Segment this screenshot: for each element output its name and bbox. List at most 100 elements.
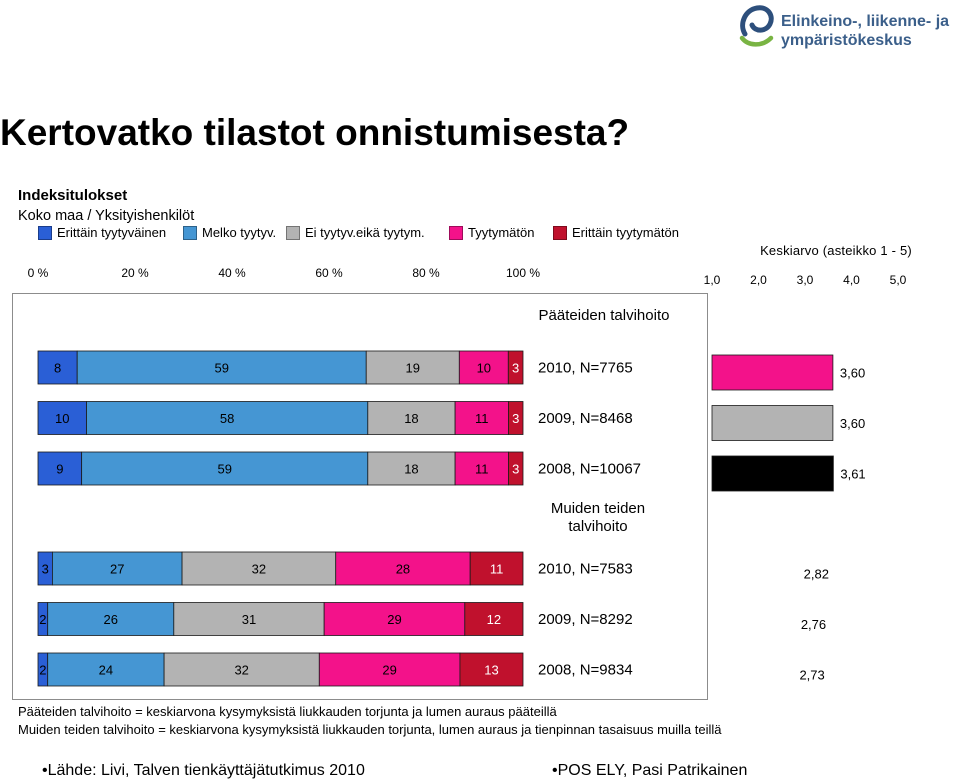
bar-segment-label: 8 xyxy=(54,361,61,376)
bar-segment-label: 2 xyxy=(39,663,46,678)
mean-tick-label: 2,0 xyxy=(750,273,767,287)
row-label: 2010, N=7765 xyxy=(538,360,633,377)
chart-title: Indeksitulokset xyxy=(18,187,128,204)
bar-segment xyxy=(464,602,524,636)
logo-line-1: Elinkeino-, liikenne- ja xyxy=(781,13,950,30)
bar-segment xyxy=(47,602,175,636)
bar-segment xyxy=(469,551,524,586)
chart-subtitle: Koko maa / Yksityishenkilöt xyxy=(18,208,195,224)
bar-segment-label: 3 xyxy=(512,411,519,426)
row-label: 2008, N=10067 xyxy=(538,461,641,478)
bar-segment-label: 59 xyxy=(217,462,231,477)
legend-item-ei-tyytyvainen-eika-tyytymaton: Ei tyytyv.eikä tyytym. xyxy=(286,226,425,240)
bar-segment-label: 32 xyxy=(252,562,266,577)
mean-bar xyxy=(711,354,834,391)
group-title-paateiden-talvihoito: Pääteiden talvihoito xyxy=(538,307,670,324)
bar-segment xyxy=(81,451,369,486)
mean-tick-label: 4,0 xyxy=(843,273,860,287)
x-tick-label: 0 % xyxy=(28,266,49,280)
mean-value-label: 3,60 xyxy=(840,366,865,381)
legend-item-tyytymaton: Tyytymätön xyxy=(449,226,534,240)
bar-segment-label: 18 xyxy=(404,462,418,477)
bar-segment xyxy=(367,401,456,435)
bar-segment xyxy=(367,451,456,486)
legend-item-erittain-tyytymaton: Erittäin tyytymätön xyxy=(553,226,679,240)
ely-centre-logo-icon xyxy=(739,5,774,47)
bar-segment xyxy=(323,602,466,636)
legend-label: Erittäin tyytymätön xyxy=(572,225,679,240)
bar-segment-label: 32 xyxy=(234,663,248,678)
bar-segment-label: 3 xyxy=(512,462,519,477)
logo-line-2: ympäristökeskus xyxy=(781,32,912,49)
mean-tick-label: 5,0 xyxy=(890,273,907,287)
bar-segment xyxy=(454,401,509,435)
bar-segment-label: 27 xyxy=(110,562,124,577)
bar-segment-label: 24 xyxy=(99,663,113,678)
footnote-paateiden: Pääteiden talvihoito = keskiarvona kysym… xyxy=(18,704,557,719)
bar-segment xyxy=(507,350,524,385)
group-title-muiden-teiden-talvihoito: Muiden teiden talvihoito xyxy=(550,500,646,535)
row-label: 2009, N=8468 xyxy=(538,410,633,427)
bar-segment xyxy=(458,350,509,385)
bar-segment-label: 18 xyxy=(404,411,418,426)
bar-segment xyxy=(76,350,367,385)
bar-segment-label: 10 xyxy=(477,361,491,376)
bar-segment-label: 9 xyxy=(56,462,63,477)
bar-segment-label: 3 xyxy=(42,562,49,577)
footnote-muiden: Muiden teiden talvihoito = keskiarvona k… xyxy=(18,722,722,737)
bar-segment-label: 12 xyxy=(487,612,501,627)
bar-segment-label: 11 xyxy=(490,562,504,577)
legend-swatch xyxy=(553,226,567,240)
bar-segment xyxy=(163,652,320,687)
bar-segment-label: 26 xyxy=(104,612,118,627)
x-tick-label: 80 % xyxy=(412,266,440,280)
bar-segment-label: 31 xyxy=(242,612,256,627)
bar-segment xyxy=(508,401,524,435)
bar-segment-label: 13 xyxy=(484,663,498,678)
x-tick-label: 60 % xyxy=(315,266,343,280)
author-credit: •POS ELY, Pasi Patrikainen xyxy=(552,762,748,779)
bar-segment-label: 59 xyxy=(214,361,228,376)
mean-value-label: 3,60 xyxy=(840,416,865,431)
ely-centre-logo-text: Elinkeino-, liikenne- ja ympäristökeskus xyxy=(781,12,949,50)
row-label: 2010, N=7583 xyxy=(538,561,633,578)
mean-tick-label: 1,0 xyxy=(704,273,721,287)
bar-segment xyxy=(459,652,524,687)
bar-segment-label: 29 xyxy=(387,612,401,627)
bar-segment xyxy=(508,451,524,486)
legend-swatch xyxy=(449,226,463,240)
chart-frame xyxy=(12,293,708,700)
bar-segment-label: 10 xyxy=(55,411,69,426)
x-tick-label: 100 % xyxy=(506,266,540,280)
mean-value-label: 2,82 xyxy=(804,567,829,582)
source-credit: •Lähde: Livi, Talven tienkäyttäjätutkimu… xyxy=(42,762,365,779)
bar-segment-label: 2 xyxy=(39,612,46,627)
row-label: 2008, N=9834 xyxy=(538,662,633,679)
bar-segment-label: 19 xyxy=(406,361,420,376)
mean-bar xyxy=(711,455,834,492)
bar-segment xyxy=(173,602,325,636)
footnotes: Pääteiden talvihoito = keskiarvona kysym… xyxy=(18,703,721,739)
bar-segment xyxy=(86,401,369,435)
row-label: 2009, N=8292 xyxy=(538,611,633,628)
bar-segment-label: 28 xyxy=(396,562,410,577)
legend-label: Tyytymätön xyxy=(468,225,535,240)
mean-bar xyxy=(711,405,834,441)
bar-segment xyxy=(365,350,460,385)
legend-swatch xyxy=(183,226,197,240)
legend-label: Melko tyytyv. xyxy=(202,225,277,240)
bar-segment-label: 3 xyxy=(512,361,519,376)
bar-segment xyxy=(181,551,337,586)
mean-value-label: 3,61 xyxy=(840,467,865,482)
legend-label: Erittäin tyytyväinen xyxy=(57,225,167,240)
legend-swatch xyxy=(38,226,52,240)
mean-tick-label: 3,0 xyxy=(797,273,814,287)
x-tick-label: 20 % xyxy=(121,266,149,280)
legend-item-erittain-tyytyvainen: Erittäin tyytyväinen xyxy=(38,226,166,240)
x-tick-label: 40 % xyxy=(218,266,246,280)
bar-segment-label: 11 xyxy=(475,462,489,477)
bar-segment-label: 58 xyxy=(220,411,234,426)
mean-axis-title: Keskiarvo (asteikko 1 - 5) xyxy=(760,243,912,258)
bar-segment-label: 11 xyxy=(475,411,489,426)
